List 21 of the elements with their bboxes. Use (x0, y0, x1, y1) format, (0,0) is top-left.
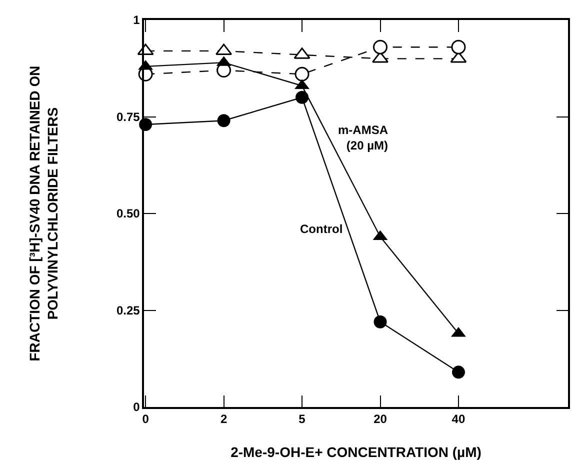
y-tick-label: 0 (133, 400, 140, 414)
series-label: m-AMSA (20 µM) (338, 123, 388, 153)
y-tick-label: 0.75 (116, 110, 140, 124)
y-tick-label: 0.50 (116, 206, 140, 221)
point (294, 66, 310, 82)
point (451, 40, 466, 54)
x-tick-label: 20 (374, 412, 388, 426)
x-tick-label: 5 (298, 412, 306, 426)
y-tick-label: 0.25 (116, 303, 140, 318)
x-tick-label: 40 (452, 412, 466, 426)
x-tick-label: 2 (220, 412, 228, 426)
point (374, 315, 387, 328)
point (452, 366, 465, 379)
point (296, 90, 309, 104)
series-label: Control (300, 222, 343, 236)
point (217, 114, 230, 128)
y-axis-title: FRACTION OF [³H]-SV40 DNA RETAINED ON POLYVINYLCHLORIDE FILTERS (26, 66, 61, 362)
x-tick-label: 0 (142, 412, 150, 426)
point (373, 40, 388, 54)
y-tick-label: 1 (133, 13, 140, 28)
x-axis-title: 2-Me-9-OH-E+ CONCENTRATION (µM) (230, 444, 482, 460)
